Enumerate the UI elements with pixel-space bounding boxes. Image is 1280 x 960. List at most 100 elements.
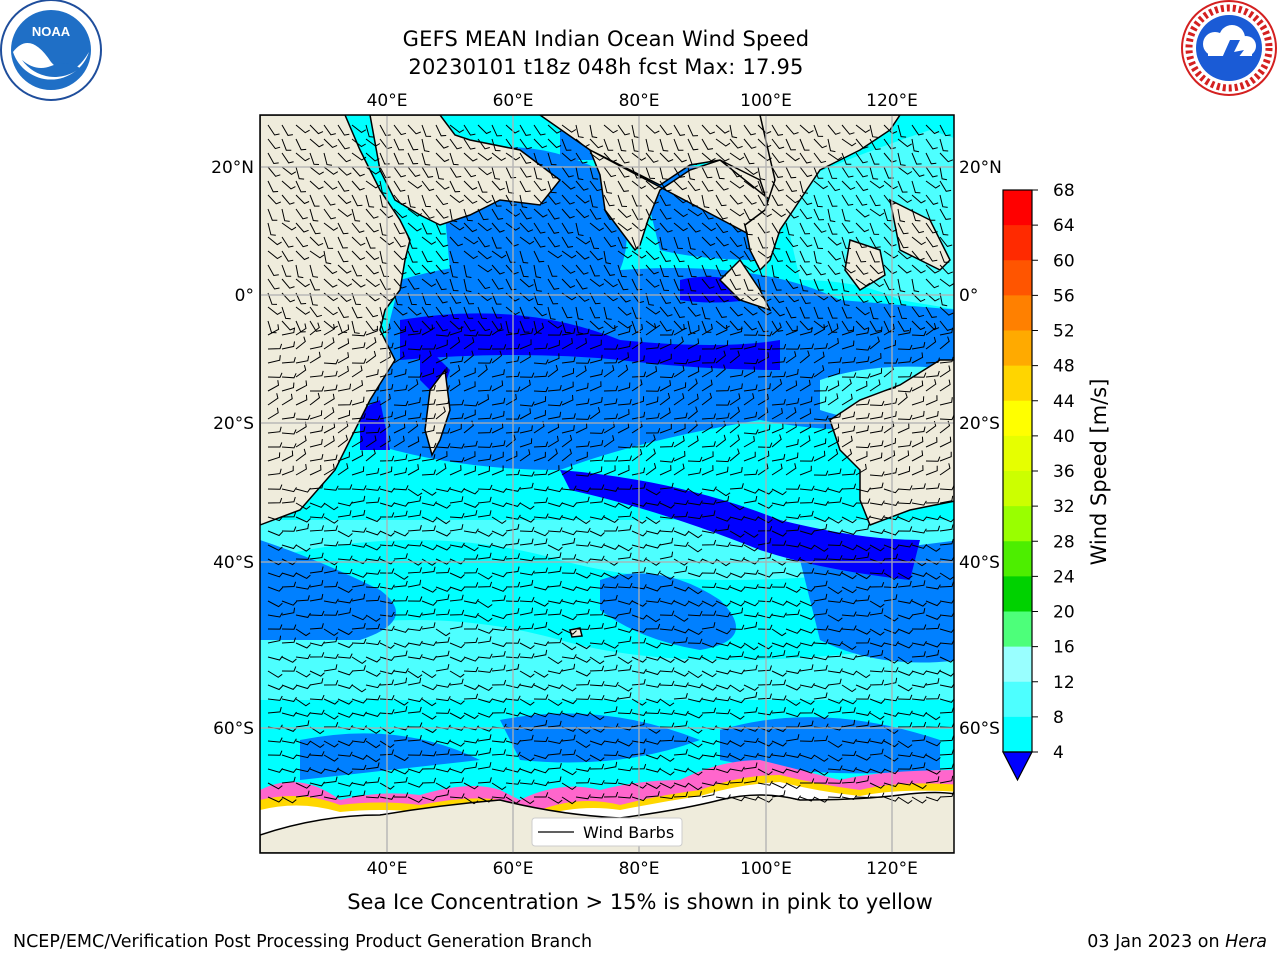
wind-barb xyxy=(897,580,912,588)
wind-barb xyxy=(827,393,839,406)
wind-barb xyxy=(407,596,423,602)
wind-barb xyxy=(393,595,409,602)
wind-barb xyxy=(771,356,786,364)
lat-label-left-40s: 40°S xyxy=(213,553,254,573)
wind-barb xyxy=(421,740,437,746)
wind-barb xyxy=(309,513,325,519)
wind-barb xyxy=(757,552,772,560)
wind-barb xyxy=(589,278,605,287)
wind-barb xyxy=(841,750,857,757)
wind-barb xyxy=(463,782,479,790)
wind-barb xyxy=(575,382,589,392)
wind-barb xyxy=(477,684,493,691)
wind-barb xyxy=(323,407,335,420)
wind-barb xyxy=(463,440,478,448)
wind-barb xyxy=(491,586,507,592)
wind-barb xyxy=(323,794,339,800)
wind-barb xyxy=(519,607,534,616)
wind-barb xyxy=(533,396,547,406)
wind-barb xyxy=(771,488,787,496)
wind-barb xyxy=(743,684,759,691)
wind-barb xyxy=(589,339,602,350)
wind-barb xyxy=(477,581,493,588)
wind-barb xyxy=(855,684,871,691)
wind-barb xyxy=(575,670,591,677)
colorbar-band xyxy=(1003,611,1032,648)
wind-barb xyxy=(771,278,782,291)
wind-barb xyxy=(463,684,479,691)
wind-barb xyxy=(743,655,759,661)
wind-barb xyxy=(869,236,881,249)
wind-barb xyxy=(687,180,701,192)
wind-barb xyxy=(603,278,618,288)
wind-barb xyxy=(841,719,856,728)
wind-barb xyxy=(533,441,549,448)
wind-barb xyxy=(617,465,630,476)
wind-barb xyxy=(505,451,518,462)
wind-barb xyxy=(645,586,661,592)
wind-barb xyxy=(365,556,381,562)
wind-barb xyxy=(421,413,436,420)
wind-barb xyxy=(505,596,521,602)
wind-barb xyxy=(883,382,897,392)
wind-barb xyxy=(575,726,591,735)
lon-label-bottom-60e: 60°E xyxy=(493,859,534,879)
wind-barb xyxy=(757,642,773,650)
wind-barb xyxy=(659,625,675,631)
wind-barb xyxy=(393,501,409,507)
wind-barb xyxy=(771,516,787,524)
wind-barb xyxy=(449,326,463,336)
wind-barb xyxy=(337,484,353,490)
wind-barb xyxy=(575,711,591,717)
wind-barb xyxy=(337,790,352,798)
wind-barb xyxy=(589,152,605,161)
wind-barb xyxy=(295,278,310,288)
wind-barb xyxy=(715,558,731,567)
wind-barb xyxy=(673,152,687,163)
wind-barb xyxy=(911,711,927,717)
wind-barb xyxy=(309,781,325,787)
wind-barb xyxy=(407,397,421,406)
wind-barb xyxy=(533,208,548,218)
wind-barb xyxy=(771,558,787,566)
wind-barb xyxy=(561,381,574,392)
wind-barb xyxy=(449,656,465,663)
wind-barb xyxy=(841,670,857,676)
wind-barb xyxy=(883,677,898,686)
wind-barb xyxy=(295,487,311,493)
wind-barb xyxy=(281,357,296,364)
wind-barb xyxy=(337,628,353,636)
noaa-center-text: NOAA xyxy=(32,24,71,39)
wind-barb xyxy=(617,664,632,672)
wind-barb xyxy=(785,250,796,263)
wind-barb xyxy=(827,516,843,524)
wind-barb xyxy=(407,750,423,756)
wind-barb xyxy=(351,780,367,786)
colorbar-tick-label: 64 xyxy=(1053,216,1075,236)
wind-barb xyxy=(463,194,478,204)
wind-barb xyxy=(645,152,659,163)
wind-barb xyxy=(435,487,451,493)
wind-barb xyxy=(617,793,633,799)
wind-barb xyxy=(855,628,871,635)
wind-barb xyxy=(407,166,421,177)
wind-barb xyxy=(393,292,403,306)
colorbar-tick-label: 40 xyxy=(1053,427,1075,447)
wind-barb xyxy=(463,264,472,278)
wind-barb xyxy=(939,124,951,137)
wind-barb xyxy=(771,371,786,378)
wind-barb xyxy=(407,735,422,742)
wind-barb xyxy=(337,451,350,462)
wind-barb xyxy=(911,341,926,350)
wind-barb xyxy=(421,138,430,153)
wind-barb xyxy=(673,393,685,406)
wind-barb xyxy=(491,422,504,434)
wind-barb xyxy=(575,754,591,763)
wind-barb xyxy=(701,764,717,771)
wind-barb xyxy=(463,138,476,150)
wind-barb xyxy=(729,684,745,693)
wind-barb xyxy=(631,719,646,728)
wind-barb xyxy=(463,738,479,744)
wind-barb xyxy=(645,682,661,688)
wind-barb xyxy=(785,344,801,350)
